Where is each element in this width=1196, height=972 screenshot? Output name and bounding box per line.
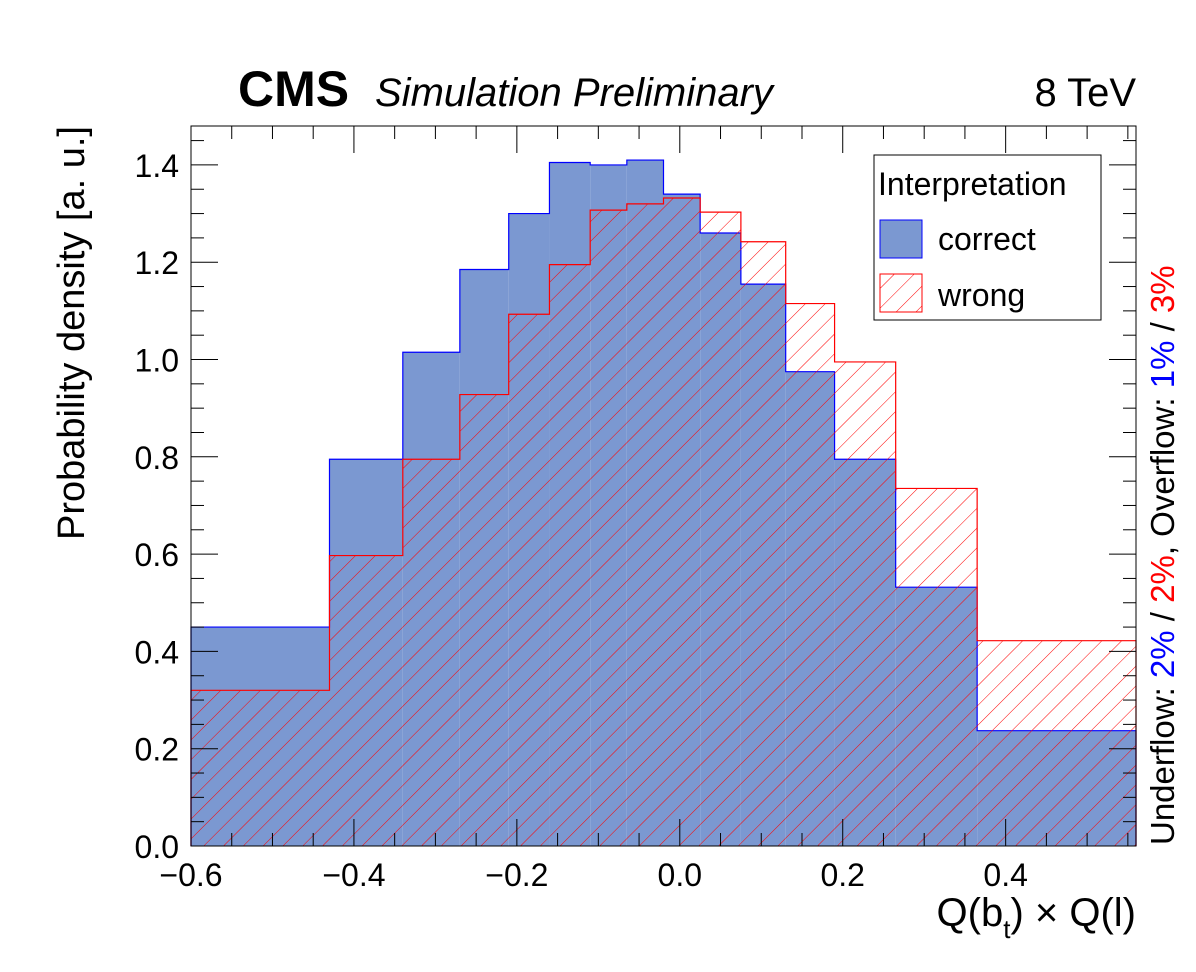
- legend: Interpretation correct wrong: [873, 154, 1102, 321]
- flow-space-1: [1144, 678, 1181, 687]
- wrong-bar-3: [459, 394, 509, 846]
- cms-label: CMS: [238, 61, 349, 117]
- legend-label-correct: correct: [938, 221, 1036, 257]
- underflow-separator: /: [1144, 611, 1181, 621]
- flow-space-7: [1144, 313, 1181, 322]
- wrong-bar-10: [740, 241, 786, 846]
- wrong-bar-0: [191, 690, 330, 846]
- energy-label: 8 TeV: [1034, 71, 1136, 115]
- underflow-wrong: 2%: [1144, 555, 1181, 603]
- plot-frame: [190, 125, 1137, 847]
- wrong-bar-5: [549, 264, 591, 846]
- x-tick-label-5: 0.4: [983, 857, 1027, 893]
- flow-space-3: [1144, 603, 1181, 612]
- legend-swatch-wrong: [879, 273, 923, 313]
- y-axis-title: Probability density [a. u.]: [51, 126, 93, 540]
- wrong-bar-4: [508, 314, 550, 846]
- overflow-label: Overflow:: [1144, 397, 1181, 536]
- y-tick-label-5: 1.0: [135, 343, 179, 379]
- legend-swatch-correct: [879, 219, 923, 259]
- y-tick-label-3: 0.6: [135, 537, 179, 573]
- x-axis-title-main: Q(b: [937, 891, 1004, 935]
- overflow-wrong: 3%: [1144, 265, 1181, 313]
- wrong-bar-12: [834, 361, 896, 846]
- flow-space-2: [1144, 621, 1181, 630]
- legend-title: Interpretation: [878, 166, 1067, 202]
- legend-label-wrong: wrong: [937, 277, 1025, 313]
- axes: 0.0 0.2 0.4 0.6 0.8 1.0 1.2 1.4 −0.6 −0.4 −0.2 0.0 0…: [135, 125, 1137, 893]
- series-wrong: [190, 197, 1137, 847]
- x-tick-label-4: 0.2: [820, 857, 864, 893]
- flow-space-6: [1144, 331, 1181, 340]
- underflow-correct: 2%: [1144, 630, 1181, 678]
- overflow-separator: /: [1144, 321, 1181, 331]
- wrong-bar-11: [785, 303, 835, 846]
- flow-space-4: [1144, 537, 1181, 546]
- y-tick-label-0: 0.0: [135, 829, 179, 865]
- flow-note: Underflow: 2% / 2%, Overflow: 1% / 3%: [1144, 265, 1181, 845]
- x-axis-title-tail: ) × Q(l): [1010, 891, 1136, 935]
- wrong-bar-13: [895, 488, 978, 846]
- flow-comma: ,: [1144, 546, 1181, 555]
- y-tick-label-7: 1.4: [135, 148, 179, 184]
- wrong-bar-2: [402, 459, 460, 846]
- x-tick-label-3: 0.0: [658, 857, 702, 893]
- y-tick-label-2: 0.4: [135, 634, 179, 670]
- x-axis-title: Q(bt) × Q(l): [937, 891, 1136, 944]
- y-tick-label-4: 0.8: [135, 440, 179, 476]
- wrong-outline: [190, 197, 1137, 846]
- overflow-correct: 1%: [1144, 341, 1181, 389]
- x-tick-label-1: −0.4: [322, 857, 385, 893]
- x-axis-title-subscript: t: [1003, 914, 1011, 944]
- wrong-bar-8: [663, 198, 701, 846]
- x-tick-label-2: −0.2: [485, 857, 548, 893]
- simulation-label: Simulation Preliminary: [375, 71, 776, 115]
- y-tick-label-6: 1.2: [135, 245, 179, 281]
- wrong-bar-14: [977, 640, 1136, 846]
- y-tick-label-1: 0.2: [135, 732, 179, 768]
- wrong-bar-9: [700, 212, 741, 847]
- wrong-bar-6: [590, 210, 627, 846]
- underflow-label: Underflow:: [1144, 687, 1181, 845]
- x-tick-label-0: −0.6: [159, 857, 222, 893]
- flow-space-5: [1144, 388, 1181, 397]
- wrong-bar-1: [329, 555, 403, 846]
- wrong-bar-7: [626, 203, 664, 847]
